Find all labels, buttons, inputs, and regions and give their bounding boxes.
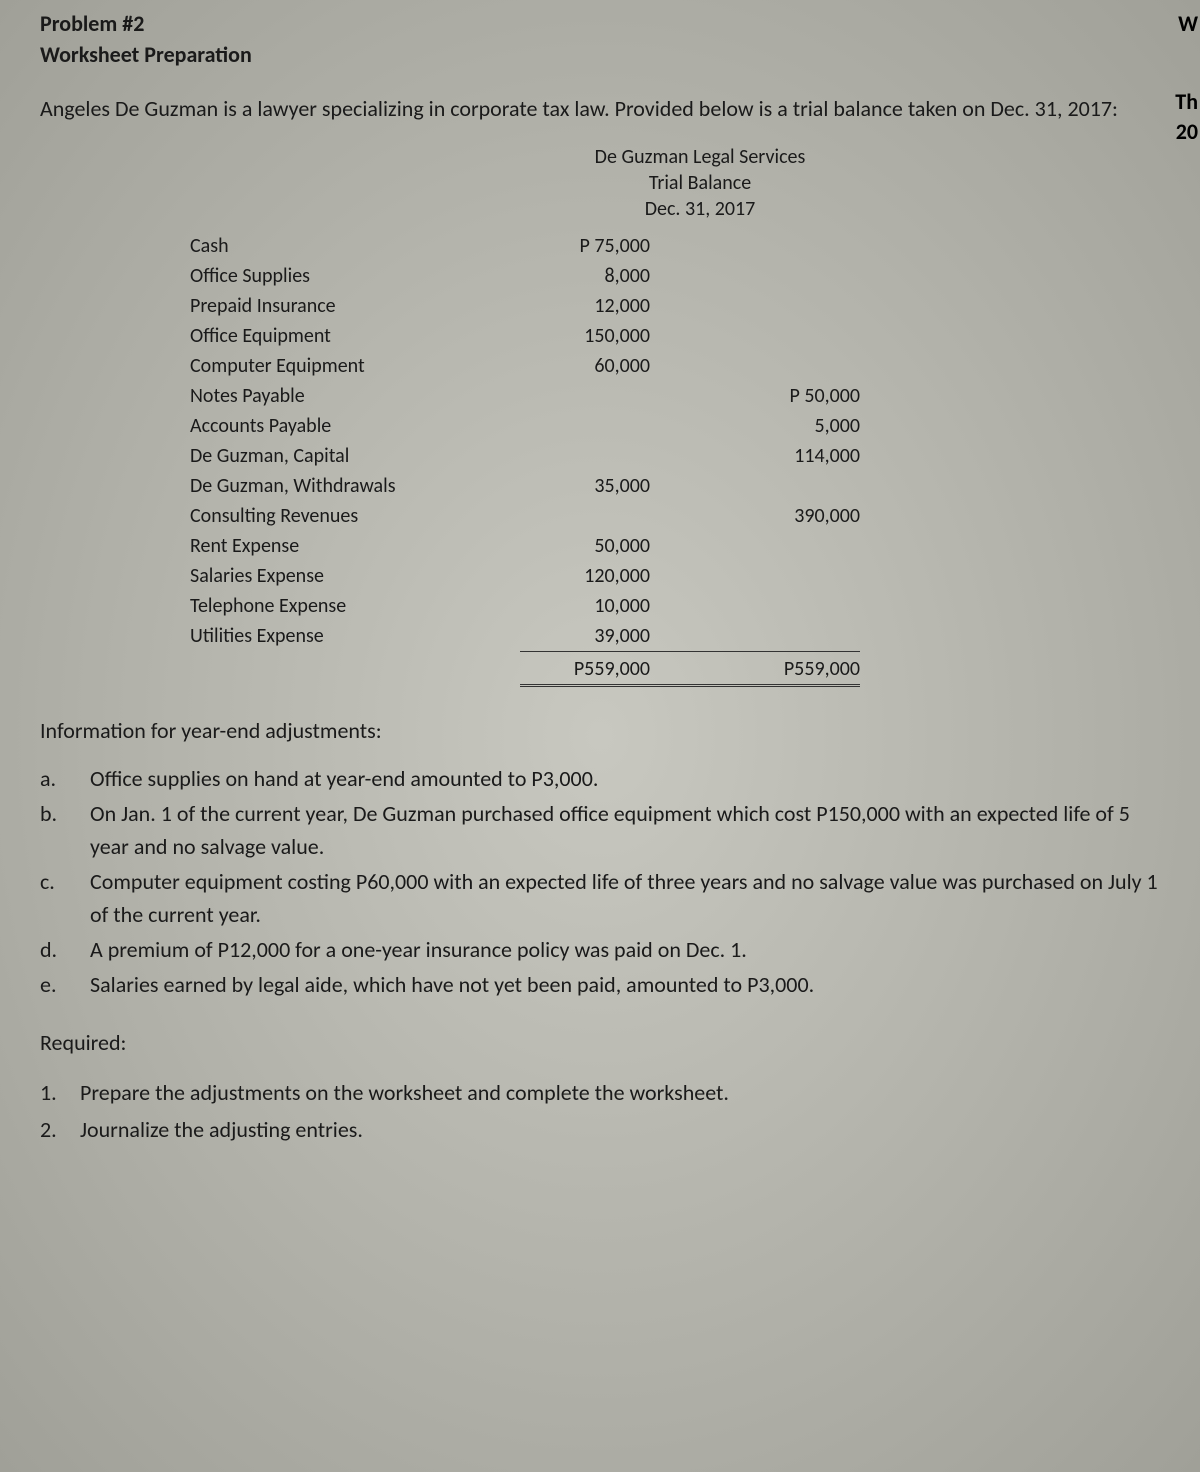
account-debit: 35,000	[520, 471, 690, 501]
account-name: Telephone Expense	[190, 591, 520, 621]
page-edge-text: W Th 20	[1160, 0, 1200, 200]
edge-w: W	[1178, 10, 1198, 37]
adjustment-text: On Jan. 1 of the current year, De Guzman…	[90, 797, 1160, 863]
account-debit	[520, 381, 690, 411]
account-debit: 50,000	[520, 531, 690, 561]
account-credit	[690, 471, 860, 501]
account-name: Cash	[190, 231, 520, 261]
list-item: 1.Prepare the adjustments on the workshe…	[40, 1074, 1160, 1111]
account-debit: 39,000	[520, 621, 690, 651]
account-name: Office Supplies	[190, 261, 520, 291]
table-row: Office Supplies8,000	[190, 261, 910, 291]
adjustment-text: Salaries earned by legal aide, which hav…	[90, 968, 1160, 1001]
requirement-number: 2.	[40, 1111, 80, 1148]
list-item: e.Salaries earned by legal aide, which h…	[40, 968, 1160, 1001]
account-name: Computer Equipment	[190, 351, 520, 381]
table-row: De Guzman, Withdrawals35,000	[190, 471, 910, 501]
account-debit: 150,000	[520, 321, 690, 351]
requirements-list: 1.Prepare the adjustments on the workshe…	[40, 1074, 1160, 1149]
account-name: Utilities Expense	[190, 621, 520, 651]
tb-company: De Guzman Legal Services	[240, 145, 1160, 169]
account-debit: 12,000	[520, 291, 690, 321]
table-row: Office Equipment150,000	[190, 321, 910, 351]
trial-balance-header: De Guzman Legal Services Trial Balance D…	[240, 145, 1160, 221]
account-credit	[690, 591, 860, 621]
list-item: d.A premium of P12,000 for a one-year in…	[40, 933, 1160, 966]
account-credit: P 50,000	[690, 381, 860, 411]
account-credit: 114,000	[690, 441, 860, 471]
table-row: Salaries Expense120,000	[190, 561, 910, 591]
requirement-text: Journalize the adjusting entries.	[80, 1111, 1160, 1148]
account-name: Salaries Expense	[190, 561, 520, 591]
account-credit	[690, 291, 860, 321]
table-row: De Guzman, Capital 114,000	[190, 441, 910, 471]
account-name: De Guzman, Capital	[190, 441, 520, 471]
account-debit	[520, 411, 690, 441]
table-row: Notes Payable P 50,000	[190, 381, 910, 411]
table-row: Rent Expense50,000	[190, 531, 910, 561]
account-name: De Guzman, Withdrawals	[190, 471, 520, 501]
table-row: Computer Equipment60,000	[190, 351, 910, 381]
list-item: 2.Journalize the adjusting entries.	[40, 1111, 1160, 1148]
intro-paragraph: Angeles De Guzman is a lawyer specializi…	[40, 92, 1160, 125]
trial-balance-table: CashP 75,000Office Supplies8,000Prepaid …	[190, 231, 910, 687]
account-debit	[520, 441, 690, 471]
table-row: Accounts Payable 5,000	[190, 411, 910, 441]
problem-number: Problem #2	[40, 10, 1160, 37]
account-credit: 5,000	[690, 411, 860, 441]
table-row: CashP 75,000	[190, 231, 910, 261]
edge-20: 20	[1176, 118, 1198, 145]
adjustment-letter: e.	[40, 968, 90, 1001]
account-credit	[690, 261, 860, 291]
adjustment-letter: a.	[40, 762, 90, 795]
document-page: Problem #2 Worksheet Preparation Angeles…	[0, 0, 1200, 1472]
total-debit: P559,000	[520, 651, 690, 687]
adjustment-letter: d.	[40, 933, 90, 966]
tb-date: Dec. 31, 2017	[240, 197, 1160, 221]
total-credit: P559,000	[690, 651, 860, 687]
account-debit	[520, 501, 690, 531]
account-credit	[690, 351, 860, 381]
required-label: Required:	[40, 1029, 1160, 1056]
list-item: a.Office supplies on hand at year-end am…	[40, 762, 1160, 795]
list-item: b.On Jan. 1 of the current year, De Guzm…	[40, 797, 1160, 863]
adjustments-header: Information for year-end adjustments:	[40, 717, 1160, 744]
tb-title: Trial Balance	[240, 171, 1160, 195]
account-debit: 60,000	[520, 351, 690, 381]
table-row: Consulting Revenues 390,000	[190, 501, 910, 531]
totals-row: P559,000P559,000	[190, 651, 910, 687]
account-credit	[690, 561, 860, 591]
account-name: Rent Expense	[190, 531, 520, 561]
account-debit: 8,000	[520, 261, 690, 291]
requirement-text: Prepare the adjustments on the worksheet…	[80, 1074, 1160, 1111]
account-credit	[690, 621, 860, 651]
table-row: Prepaid Insurance12,000	[190, 291, 910, 321]
list-item: c.Computer equipment costing P60,000 wit…	[40, 865, 1160, 931]
adjustment-letter: c.	[40, 865, 90, 931]
adjustment-text: Computer equipment costing P60,000 with …	[90, 865, 1160, 931]
account-debit: 120,000	[520, 561, 690, 591]
account-credit	[690, 531, 860, 561]
worksheet-title: Worksheet Preparation	[40, 41, 1160, 68]
account-credit	[690, 231, 860, 261]
account-name: Prepaid Insurance	[190, 291, 520, 321]
table-row: Utilities Expense39,000	[190, 621, 910, 651]
requirement-number: 1.	[40, 1074, 80, 1111]
account-debit: 10,000	[520, 591, 690, 621]
adjustment-text: Office supplies on hand at year-end amou…	[90, 762, 1160, 795]
adjustment-letter: b.	[40, 797, 90, 863]
account-name: Consulting Revenues	[190, 501, 520, 531]
account-debit: P 75,000	[520, 231, 690, 261]
adjustments-list: a.Office supplies on hand at year-end am…	[40, 762, 1160, 1001]
account-name: Notes Payable	[190, 381, 520, 411]
account-credit	[690, 321, 860, 351]
table-row: Telephone Expense10,000	[190, 591, 910, 621]
account-credit: 390,000	[690, 501, 860, 531]
edge-th: Th	[1175, 88, 1198, 115]
account-name: Accounts Payable	[190, 411, 520, 441]
totals-label	[190, 651, 520, 687]
adjustment-text: A premium of P12,000 for a one-year insu…	[90, 933, 1160, 966]
account-name: Office Equipment	[190, 321, 520, 351]
